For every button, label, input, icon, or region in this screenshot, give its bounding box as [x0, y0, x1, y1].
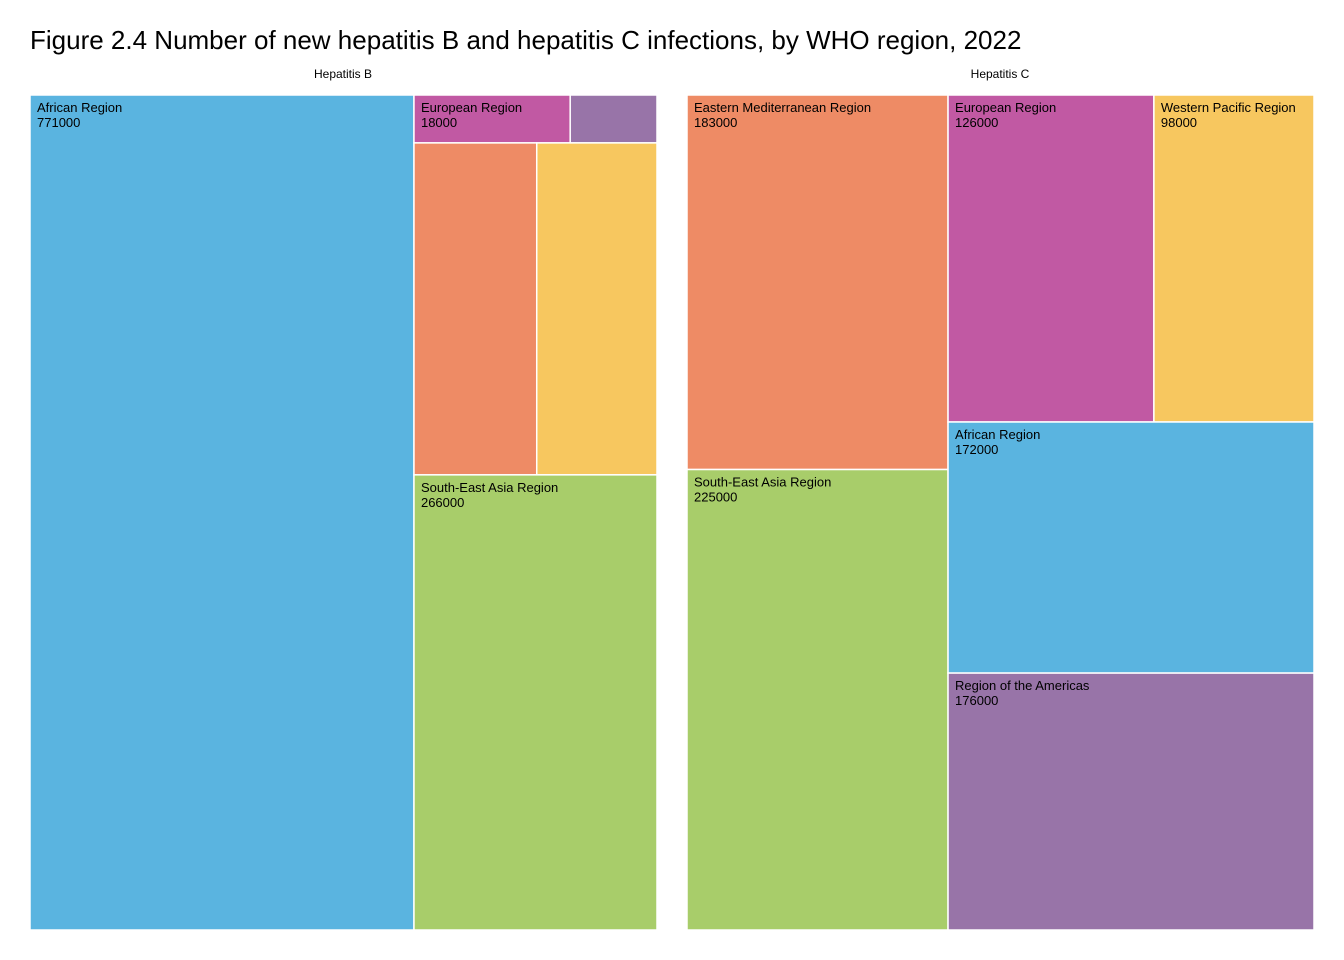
tile-label-value: 771000	[37, 115, 80, 130]
tile-label-name: European Region	[421, 100, 522, 115]
tile-label-value: 18000	[421, 115, 457, 130]
tile-rect-african-region	[947, 421, 1315, 674]
panel-title-hepatitis-b: Hepatitis B	[313, 67, 373, 81]
tile-rect-region-of-the-americas	[569, 94, 658, 144]
tile-rect-south-east-asia-region	[686, 468, 949, 931]
tile-label-value: 98000	[1161, 115, 1197, 130]
panel-title-hepatitis-c: Hepatitis C	[970, 67, 1030, 81]
tile-eastern-mediterranean-region	[413, 142, 538, 476]
tile-label-value: 225000	[694, 490, 737, 505]
tile-rect-region-of-the-americas	[947, 672, 1315, 931]
tile-western-pacific-region	[535, 142, 658, 476]
tile-label-value: 176000	[955, 693, 998, 708]
tile-label-name: South-East Asia Region	[694, 475, 831, 490]
tile-label-value: 266000	[421, 495, 464, 510]
tile-label-name: Western Pacific Region	[1161, 100, 1296, 115]
tile-label-name: Region of the Americas	[955, 678, 1090, 693]
tile-label-name: European Region	[955, 100, 1056, 115]
tile-rect-european-region	[947, 94, 1155, 423]
tile-rect-eastern-mediterranean-region	[413, 142, 538, 476]
figure-title: Figure 2.4 Number of new hepatitis B and…	[30, 25, 1022, 55]
tile-label-name: South-East Asia Region	[421, 480, 558, 495]
tile-rect-western-pacific-region	[1153, 94, 1315, 423]
tile-region-of-the-americas	[569, 94, 658, 144]
tile-label-value: 172000	[955, 442, 998, 457]
tile-rect-eastern-mediterranean-region	[686, 94, 949, 471]
tile-label-name: Eastern Mediterranean Region	[694, 100, 871, 115]
tile-rect-western-pacific-region	[535, 142, 658, 476]
tile-label-name: African Region	[37, 100, 122, 115]
tile-label-value: 183000	[694, 115, 737, 130]
tile-label-value: 126000	[955, 115, 998, 130]
tile-rect-african-region	[29, 94, 415, 931]
treemap-panel-hepatitis-c: Eastern Mediterranean Region183000South-…	[686, 94, 1315, 931]
tile-rect-european-region	[413, 94, 571, 144]
tile-rect-south-east-asia-region	[413, 474, 658, 931]
tile-label-name: African Region	[955, 427, 1040, 442]
